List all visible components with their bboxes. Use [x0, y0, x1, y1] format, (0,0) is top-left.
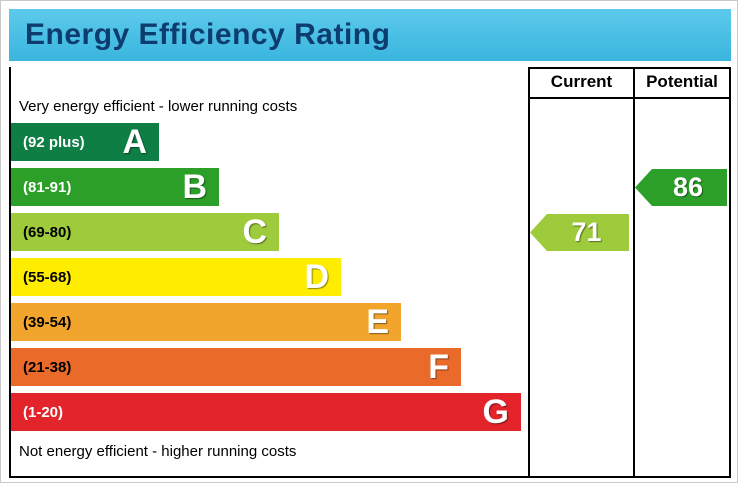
potential-rating-arrow: 86	[635, 169, 727, 206]
table-divider-current	[528, 67, 530, 478]
band-row-d: (55-68) D	[11, 258, 341, 296]
band-letter: G	[482, 393, 509, 431]
band-row-g: (1-20) G	[11, 393, 521, 431]
current-label: Current	[550, 72, 613, 91]
page-title: Energy Efficiency Rating	[25, 18, 391, 51]
header-top-border	[528, 67, 731, 69]
band-row-f: (21-38) F	[11, 348, 461, 386]
band-row-b: (81-91) B	[11, 168, 219, 206]
band-range: (81-91)	[23, 178, 72, 196]
column-header-current: Current	[530, 67, 633, 97]
band-range: (1-20)	[23, 403, 64, 421]
title-bar: Energy Efficiency Rating	[9, 9, 731, 61]
top-note: Very energy efficient - lower running co…	[19, 98, 298, 115]
band-letter: E	[366, 303, 389, 341]
band-row-c: (69-80) C	[11, 213, 279, 251]
table-divider-potential	[633, 67, 635, 478]
band-row-a: (92 plus) A	[11, 123, 159, 161]
bottom-note: Not energy efficient - higher running co…	[19, 443, 297, 460]
current-rating-value: 71	[571, 217, 602, 247]
column-header-potential: Potential	[635, 67, 729, 97]
band-range: (39-54)	[23, 313, 72, 331]
header-bottom-border	[528, 97, 731, 99]
potential-label: Potential	[646, 72, 718, 91]
band-range: (92 plus)	[23, 133, 85, 151]
table-border-right	[729, 67, 731, 478]
band-letter: F	[428, 348, 449, 386]
current-rating-arrow: 71	[530, 214, 629, 251]
table-border-bottom	[9, 476, 731, 478]
band-row-e: (39-54) E	[11, 303, 401, 341]
band-letter: C	[242, 213, 267, 251]
potential-rating-value: 86	[672, 172, 704, 202]
band-range: (21-38)	[23, 358, 72, 376]
band-range: (55-68)	[23, 268, 72, 286]
band-letter: A	[122, 123, 147, 161]
table-border-left	[9, 67, 11, 478]
band-letter: D	[304, 258, 329, 296]
band-letter: B	[182, 168, 207, 206]
band-range: (69-80)	[23, 223, 72, 241]
